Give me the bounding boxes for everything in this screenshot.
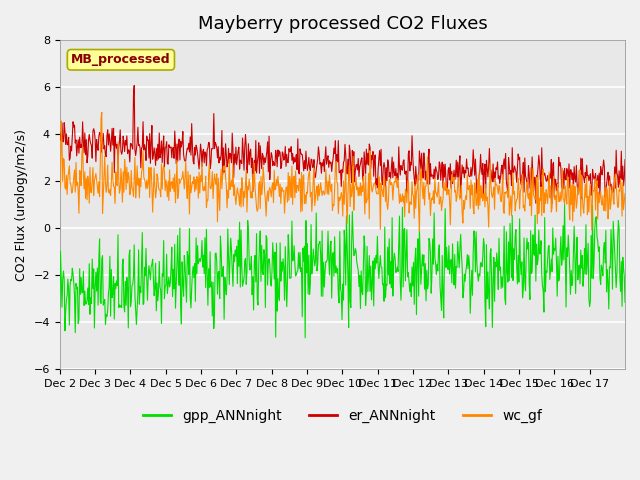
Legend: gpp_ANNnight, er_ANNnight, wc_gf: gpp_ANNnight, er_ANNnight, wc_gf [138, 403, 547, 428]
Text: MB_processed: MB_processed [71, 53, 171, 66]
Title: Mayberry processed CO2 Fluxes: Mayberry processed CO2 Fluxes [198, 15, 487, 33]
Y-axis label: CO2 Flux (urology/m2/s): CO2 Flux (urology/m2/s) [15, 129, 28, 281]
